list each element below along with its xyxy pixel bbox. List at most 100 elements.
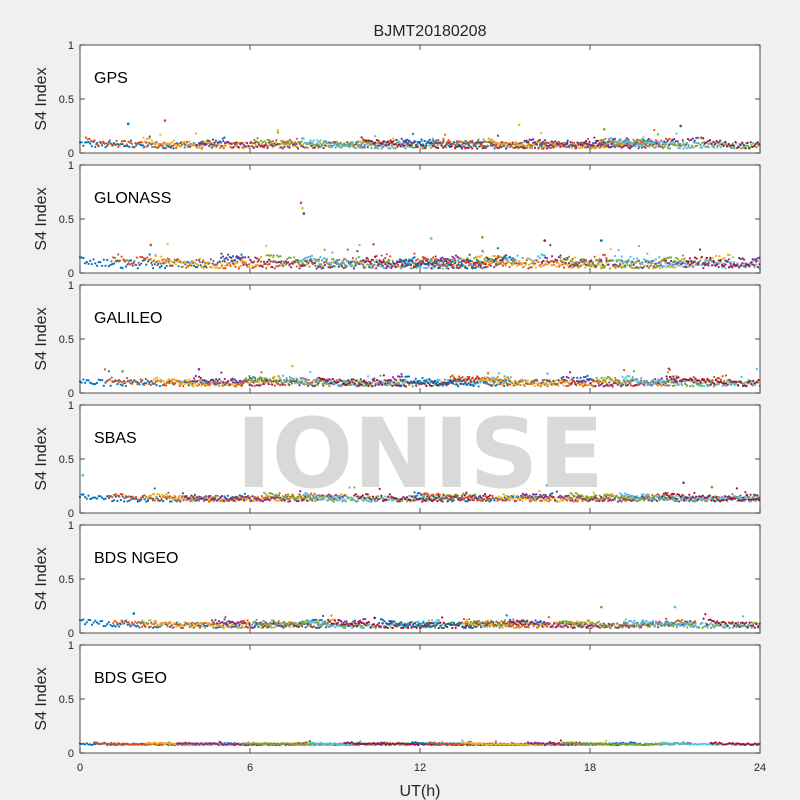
data-point (560, 379, 563, 382)
data-point (220, 371, 223, 374)
data-point (624, 265, 627, 269)
data-point (590, 265, 593, 268)
data-point (481, 144, 484, 147)
data-point (237, 256, 240, 259)
data-point (476, 265, 479, 268)
data-point (423, 382, 426, 385)
data-point (646, 142, 649, 145)
data-point (101, 378, 104, 382)
data-point (745, 384, 748, 387)
data-point (440, 382, 443, 385)
data-point (458, 375, 461, 378)
data-point (267, 381, 270, 384)
data-point (87, 141, 90, 144)
data-point (496, 377, 499, 380)
data-point (349, 265, 353, 268)
data-point (160, 142, 164, 145)
data-point (153, 263, 156, 266)
data-point (282, 381, 285, 384)
data-point (455, 383, 458, 386)
data-point (186, 145, 189, 149)
data-point (326, 141, 329, 145)
data-point (127, 262, 130, 265)
data-point (687, 146, 690, 149)
data-point (283, 142, 286, 145)
data-point (201, 142, 204, 145)
data-point (201, 261, 204, 264)
data-point (582, 263, 585, 266)
data-point (705, 256, 709, 259)
data-point (397, 141, 400, 144)
data-point (517, 123, 521, 127)
data-point (246, 379, 249, 382)
data-point (304, 257, 307, 260)
data-point (124, 381, 127, 385)
data-point (531, 143, 534, 146)
data-point (259, 260, 263, 263)
data-point (669, 384, 672, 387)
data-point (414, 145, 418, 149)
data-point (442, 263, 445, 266)
data-point (754, 258, 758, 261)
data-point (353, 144, 356, 147)
data-point (159, 144, 162, 147)
data-point (423, 256, 426, 259)
data-point (753, 266, 756, 269)
data-point (176, 145, 179, 148)
data-point (278, 378, 282, 381)
data-point (305, 256, 308, 259)
data-point (259, 144, 262, 147)
data-point (706, 377, 709, 381)
data-point (146, 145, 149, 148)
data-point (664, 259, 668, 262)
data-point (514, 384, 518, 387)
data-point (389, 255, 392, 258)
data-point (380, 144, 383, 148)
data-point (377, 139, 380, 142)
data-point (211, 262, 214, 265)
data-point (151, 381, 154, 384)
data-point (262, 260, 265, 263)
data-point (540, 132, 543, 135)
data-point (545, 144, 548, 147)
data-point (655, 381, 658, 384)
data-point (576, 263, 579, 266)
data-point (651, 145, 655, 148)
data-point (197, 383, 200, 386)
data-point (476, 381, 479, 384)
data-point (506, 376, 509, 379)
data-point (255, 257, 259, 260)
data-point (445, 141, 448, 144)
data-point (675, 261, 678, 264)
data-point (748, 265, 751, 268)
data-point (681, 262, 685, 265)
data-point (597, 262, 600, 266)
data-point (572, 142, 575, 145)
data-point (356, 263, 359, 266)
data-point (562, 261, 566, 264)
data-point (116, 383, 119, 386)
data-point (133, 260, 136, 263)
data-point (387, 143, 390, 146)
data-point (340, 265, 344, 268)
data-point (171, 261, 174, 264)
data-point (547, 145, 550, 148)
data-point (706, 145, 709, 148)
data-point (609, 383, 613, 387)
data-point (228, 142, 232, 145)
data-point (178, 384, 181, 388)
data-point (581, 260, 584, 263)
data-point (649, 260, 652, 263)
data-point (84, 262, 87, 265)
data-point (454, 380, 457, 383)
data-point (691, 137, 695, 140)
data-point (671, 264, 675, 267)
data-point (610, 378, 613, 381)
data-point (84, 141, 87, 144)
data-point (276, 265, 280, 268)
data-point (543, 146, 546, 149)
data-point (105, 380, 108, 383)
data-point (640, 376, 643, 380)
data-point (326, 258, 329, 261)
data-point (461, 376, 464, 379)
